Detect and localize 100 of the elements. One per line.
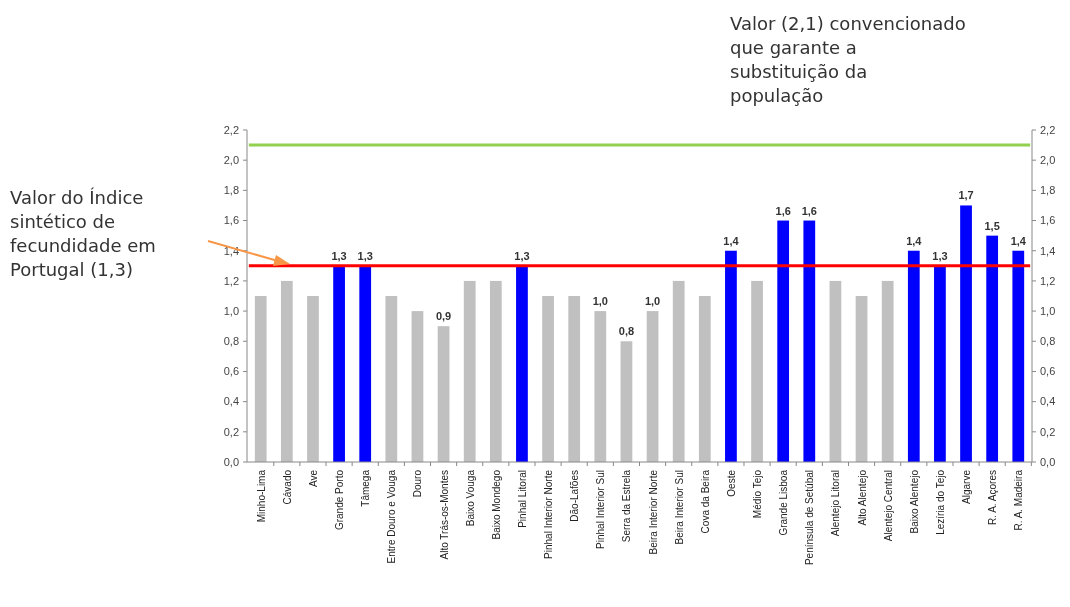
bar (385, 296, 398, 462)
text: Valor do Índice sintético de fecundidade em Portugal (1,3) (10, 187, 156, 280)
x-tick-label: R. A. Açores (987, 470, 999, 526)
x-tick-label: Tâmega (360, 469, 372, 507)
bar (568, 296, 581, 462)
bar (646, 311, 659, 462)
x-tick-label: Península de Setúbal (804, 470, 816, 566)
y2-tick-label: 2,0 (1040, 154, 1056, 167)
x-tick-label: Beira Interior Norte (647, 469, 659, 555)
data-label: 1,0 (644, 295, 661, 308)
x-tick-label: R. A. Madeira (1013, 469, 1025, 531)
bar (411, 311, 424, 462)
y-tick-label: 0,0 (223, 455, 239, 468)
x-tick-label: Alto Trás-os-Montes (438, 470, 450, 560)
y-tick-label: 1,0 (223, 304, 239, 317)
bar (803, 220, 816, 462)
x-tick-label: Alentejo Central (882, 470, 894, 542)
data-label: 0,8 (618, 325, 635, 338)
x-tick-label: Beira Interior Sul (673, 470, 685, 545)
bar (333, 265, 345, 462)
x-tick-label: Oeste (725, 469, 737, 497)
y-tick-label: 2,2 (223, 123, 239, 136)
x-tick-label: Baixo Vouga (464, 469, 476, 527)
x-tick-label: Cávado (281, 469, 293, 505)
x-tick-label: Pinhal Interior Sul (595, 470, 607, 549)
bar (698, 296, 711, 462)
x-tick-label: Dão-Lafões (569, 470, 581, 522)
data-label: 1,7 (958, 189, 974, 202)
x-tick-label: Douro (412, 469, 424, 498)
y2-tick-label: 2,2 (1040, 123, 1056, 136)
bar (907, 250, 920, 462)
y-tick-label: 2,0 (223, 154, 239, 167)
y2-tick-label: 1,2 (1040, 274, 1056, 287)
x-tick-label: Entre Douro e Vouga (386, 469, 398, 564)
bar (254, 296, 267, 462)
bar (777, 220, 790, 462)
bar (620, 341, 633, 462)
bar (542, 296, 554, 462)
bar (280, 280, 293, 462)
data-label: 0,9 (435, 310, 452, 323)
bar (960, 205, 972, 462)
x-tick-label: Médio Tejo (752, 469, 764, 519)
data-label: 1,3 (357, 249, 373, 262)
y2-tick-label: 0,0 (1040, 455, 1056, 468)
bar (934, 265, 946, 462)
x-tick-label: Pinhal Litoral (516, 470, 528, 528)
x-tick-label: Algarve (961, 469, 973, 504)
y-tick-label: 0,2 (223, 425, 239, 438)
x-tick-label: Baixo Mondego (490, 469, 502, 540)
bar (594, 311, 607, 462)
x-tick-label: Grande Porto (334, 469, 346, 531)
y2-tick-label: 1,4 (1040, 244, 1056, 257)
x-tick-label: Grande Lisboa (778, 469, 790, 536)
data-label: 1,4 (906, 234, 923, 247)
y-tick-label: 1,4 (223, 244, 239, 257)
y2-tick-label: 0,2 (1040, 425, 1056, 438)
bar (437, 326, 450, 462)
data-label: 1,6 (775, 204, 791, 217)
data-label: 1,3 (514, 249, 530, 262)
y-tick-label: 1,6 (223, 214, 239, 227)
y2-tick-label: 0,4 (1040, 395, 1056, 408)
y-tick-label: 0,4 (223, 395, 239, 408)
x-tick-label: Pinhal Interior Norte (543, 469, 555, 559)
x-tick-label: Alentejo Litoral (830, 470, 842, 537)
data-label: 1,3 (331, 249, 347, 262)
bar (751, 280, 763, 462)
bar (829, 280, 842, 462)
x-tick-label: Serra da Estrela (621, 469, 633, 543)
data-label: 1,6 (801, 204, 817, 217)
y2-tick-label: 0,8 (1040, 335, 1056, 348)
x-tick-label: Minho-Lima (255, 469, 267, 523)
text: Valor (2,1) convencionado que garante a substituição da população (730, 13, 966, 106)
y2-tick-label: 1,6 (1040, 214, 1056, 227)
bar (307, 296, 319, 462)
y-tick-label: 1,8 (223, 184, 239, 197)
bar (359, 265, 372, 462)
bar (986, 235, 999, 462)
bar (463, 280, 476, 462)
bar (881, 280, 894, 462)
data-label: 1,3 (932, 249, 948, 262)
bar (672, 280, 685, 462)
bar (725, 250, 737, 462)
bar (489, 280, 502, 462)
x-tick-label: Ave (307, 469, 319, 488)
y2-tick-label: 1,0 (1040, 304, 1056, 317)
y2-tick-label: 1,8 (1040, 184, 1056, 197)
data-label: 1,4 (723, 234, 740, 247)
y-tick-label: 1,2 (223, 274, 239, 287)
bar (855, 296, 868, 462)
bar (1012, 250, 1025, 462)
data-label: 1,4 (1010, 234, 1027, 247)
y-tick-label: 0,8 (223, 335, 239, 348)
data-label: 1,0 (592, 295, 608, 308)
x-tick-label: Baixo Alentejo (908, 469, 920, 534)
y-tick-label: 0,6 (223, 365, 239, 378)
x-tick-label: Alto Alentejo (856, 469, 868, 526)
bar (516, 265, 528, 462)
data-label: 1,5 (984, 219, 1000, 232)
y2-tick-label: 0,6 (1040, 365, 1056, 378)
x-tick-label: Cova da Beira (699, 469, 711, 534)
